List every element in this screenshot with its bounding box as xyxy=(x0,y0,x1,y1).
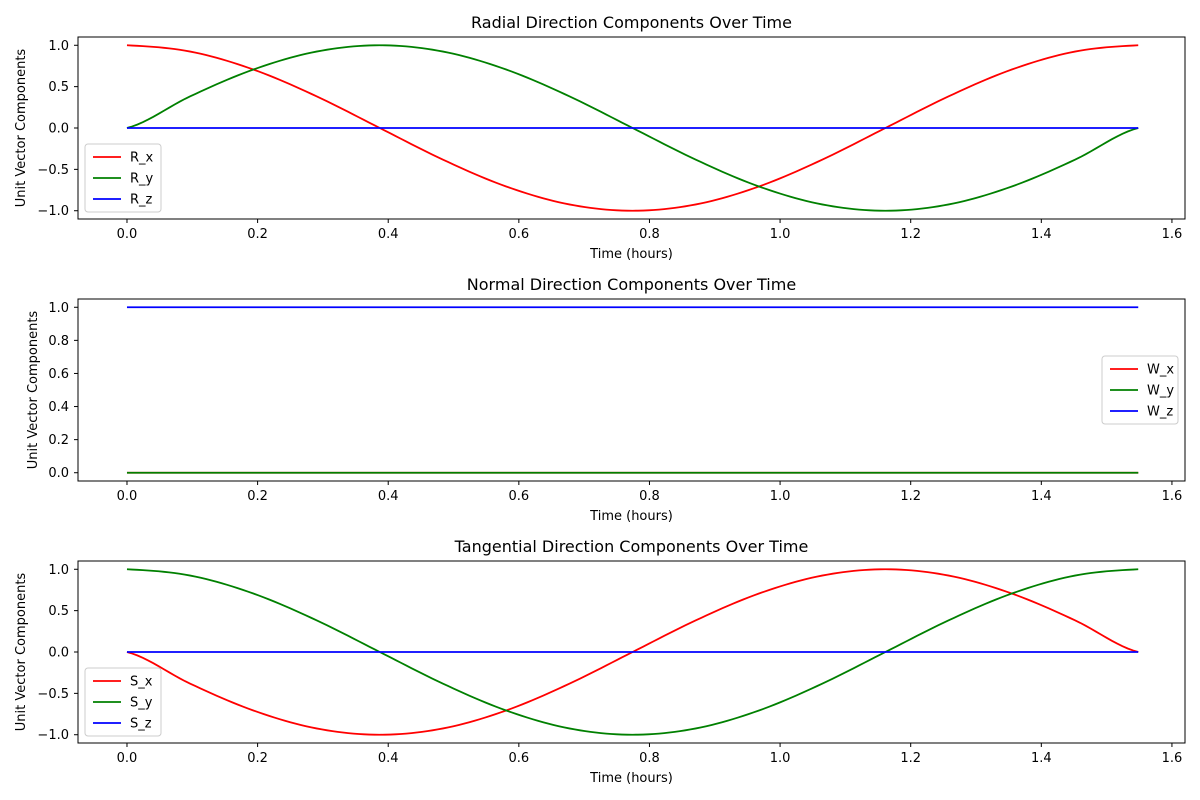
x-tick-label: 1.4 xyxy=(1031,751,1052,766)
legend: W_x W_y W_z xyxy=(1101,355,1179,425)
legend: R_x R_y R_z xyxy=(84,143,162,213)
x-tick-label: 1.2 xyxy=(900,489,921,504)
x-tick-label: 0.2 xyxy=(247,751,268,766)
x-tick-label: 0.8 xyxy=(639,751,660,766)
legend-label: S_x xyxy=(130,675,153,690)
y-tick-label: 0.0 xyxy=(48,646,69,661)
x-tick-label: 1.4 xyxy=(1031,227,1052,242)
x-tick-label: 1.0 xyxy=(770,751,791,766)
plot-frame xyxy=(77,298,1186,482)
subplot-normal: Normal Direction Components Over Time 0.0… xyxy=(26,275,1186,524)
series-group xyxy=(126,568,1139,736)
y-tick-label: 0.0 xyxy=(48,122,69,137)
x-tick-label: 1.0 xyxy=(770,227,791,242)
legend-label: W_z xyxy=(1147,405,1173,420)
y-tick-label: −1.0 xyxy=(37,204,69,219)
y-tick-label: 0.8 xyxy=(48,334,69,349)
y-tick-label: 0.5 xyxy=(48,604,69,619)
x-tick-label: 0.4 xyxy=(378,227,399,242)
y-tick-label: −1.0 xyxy=(37,728,69,743)
x-tick-label: 0.2 xyxy=(247,489,268,504)
y-tick-label: 0.6 xyxy=(48,367,69,382)
chart-title-normal: Normal Direction Components Over Time xyxy=(467,275,796,294)
chart-title-tangential: Tangential Direction Components Over Tim… xyxy=(454,537,809,556)
series-group xyxy=(126,44,1139,212)
x-tick-label: 1.4 xyxy=(1031,489,1052,504)
x-tick-label: 1.6 xyxy=(1162,489,1183,504)
x-tick-label: 0.8 xyxy=(639,489,660,504)
legend-label: S_y xyxy=(130,696,153,711)
x-tick-label: 0.0 xyxy=(117,227,138,242)
y-axis-label: Unit Vector Components xyxy=(26,311,41,470)
legend-box xyxy=(1101,355,1179,425)
x-tick-label: 1.2 xyxy=(900,227,921,242)
subplot-radial: Radial Direction Components Over Time 0.0… xyxy=(14,13,1186,262)
x-axis-label: Time (hours) xyxy=(589,509,673,524)
legend: S_x S_y S_z xyxy=(84,667,162,737)
series-group xyxy=(126,306,1139,474)
legend-box xyxy=(84,143,162,213)
chart-title-radial: Radial Direction Components Over Time xyxy=(471,13,792,32)
x-tick-label: 0.6 xyxy=(508,489,529,504)
x-tick-label: 1.2 xyxy=(900,751,921,766)
legend-label: S_z xyxy=(130,717,152,732)
x-tick-label: 0.6 xyxy=(508,227,529,242)
x-axis-label: Time (hours) xyxy=(589,247,673,262)
y-tick-label: 1.0 xyxy=(48,301,69,316)
legend-label: W_y xyxy=(1147,384,1174,399)
x-tick-label: 0.4 xyxy=(378,751,399,766)
series-line-r-x xyxy=(126,44,1139,212)
x-tick-label: 0.0 xyxy=(117,751,138,766)
y-axis-label: Unit Vector Components xyxy=(14,573,29,732)
subplot-tangential: Tangential Direction Components Over Tim… xyxy=(14,537,1186,786)
series-line-s-y xyxy=(126,568,1139,736)
x-tick-label: 1.0 xyxy=(770,489,791,504)
y-tick-label: −0.5 xyxy=(37,687,69,702)
x-tick-label: 0.0 xyxy=(117,489,138,504)
x-tick-label: 0.4 xyxy=(378,489,399,504)
y-tick-label: 0.2 xyxy=(48,433,69,448)
legend-label: R_x xyxy=(130,151,154,166)
y-tick-label: 0.5 xyxy=(48,80,69,95)
x-tick-label: 0.2 xyxy=(247,227,268,242)
legend-label: R_z xyxy=(130,193,153,208)
legend-box xyxy=(84,667,162,737)
x-axis-label: Time (hours) xyxy=(589,771,673,786)
y-tick-label: −0.5 xyxy=(37,163,69,178)
y-tick-label: 0.0 xyxy=(48,466,69,481)
x-tick-label: 0.6 xyxy=(508,751,529,766)
legend-label: W_x xyxy=(1147,363,1174,378)
x-tick-label: 1.6 xyxy=(1162,751,1183,766)
y-tick-label: 1.0 xyxy=(48,39,69,54)
legend-label: R_y xyxy=(130,172,154,187)
x-tick-label: 1.6 xyxy=(1162,227,1183,242)
x-tick-label: 0.8 xyxy=(639,227,660,242)
y-axis-label: Unit Vector Components xyxy=(14,49,29,208)
y-tick-label: 0.4 xyxy=(48,400,69,415)
y-tick-label: 1.0 xyxy=(48,563,69,578)
